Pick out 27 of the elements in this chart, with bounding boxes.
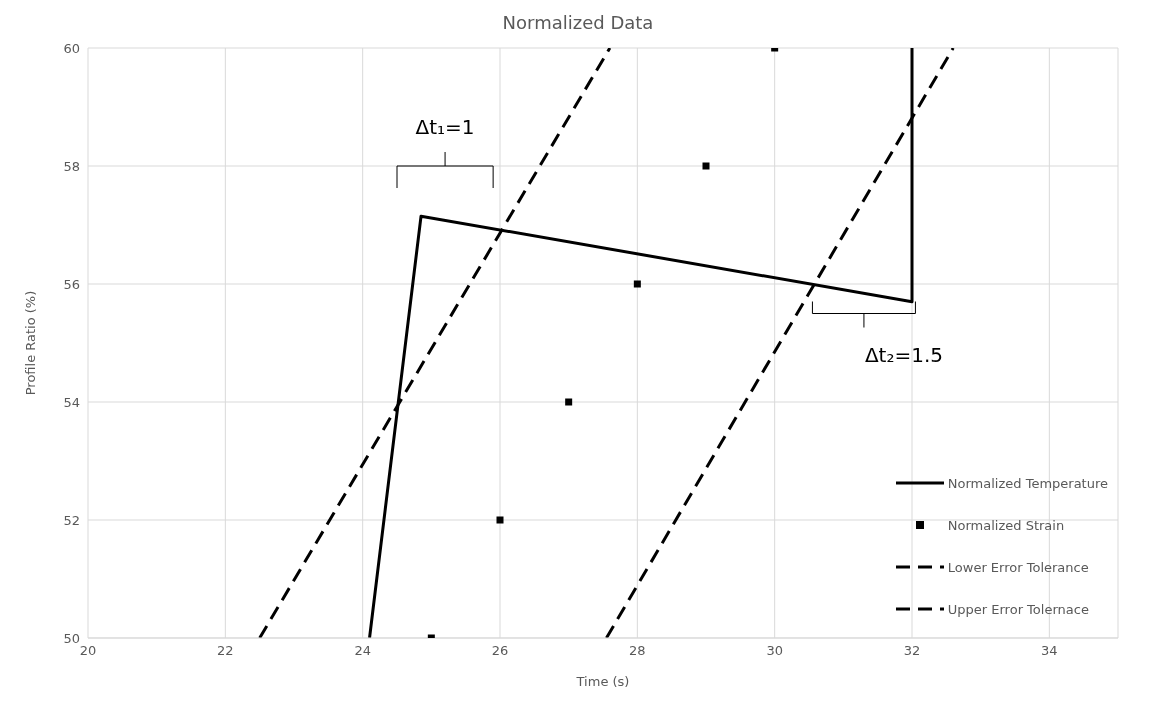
legend-label: Normalized Strain [947,517,1065,533]
y-tick-label: 56 [63,276,80,292]
x-tick-label: 30 [766,643,783,659]
point [702,162,710,170]
x-tick-label: 32 [903,643,921,659]
legend-label: Upper Error Tolernace [947,601,1089,617]
x-tick-label: 22 [217,643,234,659]
x-tick-label: 24 [354,643,371,659]
annotation: Δt₂=1.5 [864,342,943,367]
chart-title: Normalized Data [501,11,655,35]
point [565,398,573,406]
y-tick-label: 60 [63,40,80,56]
x-tick-label: 34 [1041,643,1058,659]
y-tick-label: 58 [63,158,80,174]
x-tick-label: 26 [491,643,509,659]
legend-label: Normalized Temperature [947,475,1108,491]
x-tick-label: 20 [79,643,97,659]
y-axis-title: Profile Ratio (%) [22,290,38,396]
point [633,280,641,288]
point [496,516,504,524]
legend-label: Lower Error Tolerance [947,559,1089,575]
y-tick-label: 50 [63,630,80,646]
x-tick-label: 28 [629,643,646,659]
y-tick-label: 52 [63,512,80,528]
annotation: Δt₁=1 [415,115,475,139]
y-tick-label: 54 [63,394,80,410]
x-axis-title: Time (s) [575,674,630,689]
